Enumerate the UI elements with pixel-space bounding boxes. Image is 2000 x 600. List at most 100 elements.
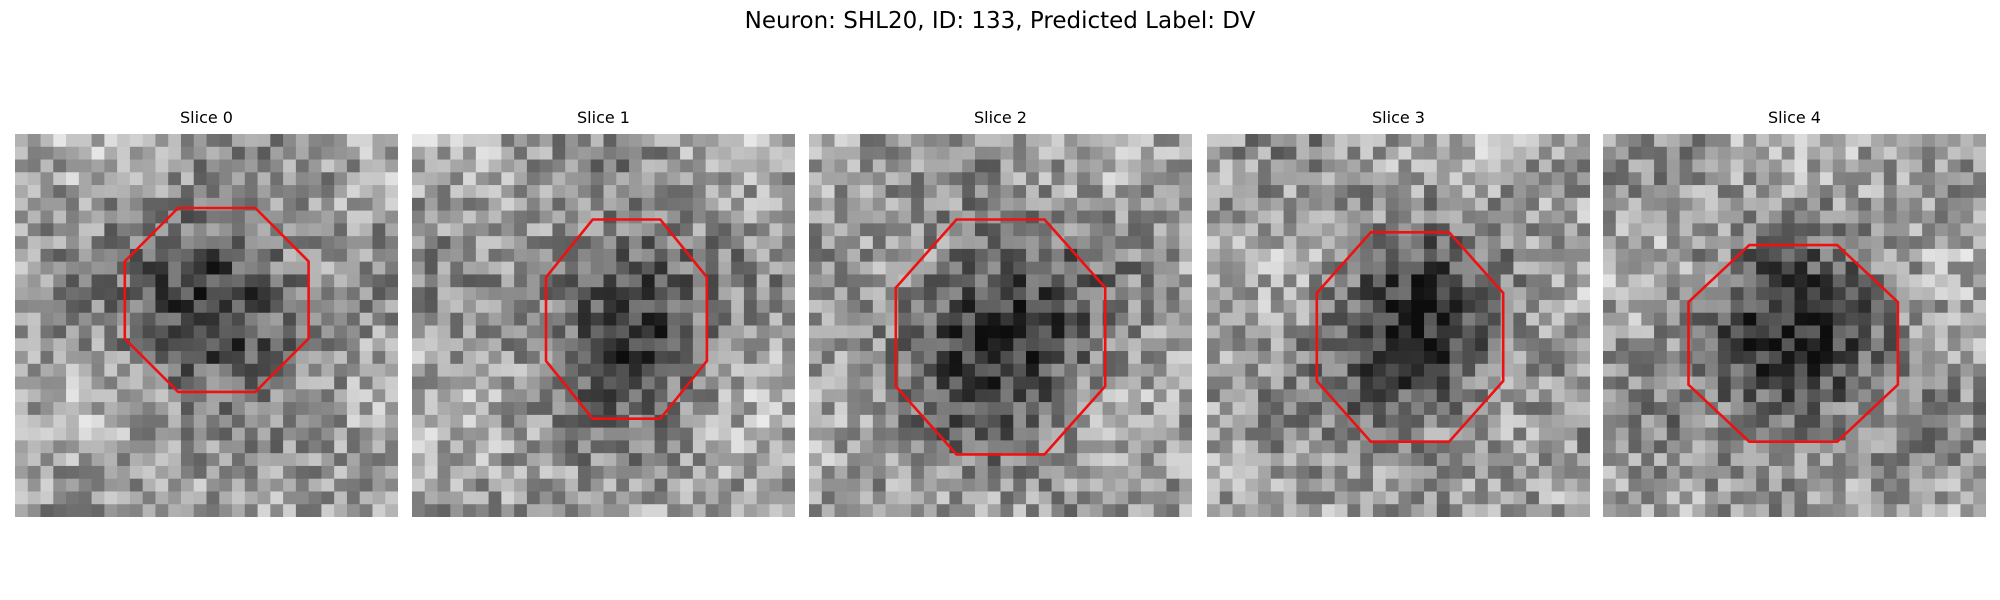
pixel: [885, 236, 899, 250]
pixel: [1487, 338, 1502, 352]
pixel: [1385, 491, 1399, 505]
pixel: [501, 504, 515, 517]
pixel: [1909, 351, 1923, 365]
pixel: [437, 491, 451, 505]
pixel: [1526, 185, 1540, 199]
pixel: [616, 261, 630, 275]
pixel: [424, 325, 439, 339]
pixel: [1883, 363, 1898, 378]
pixel: [193, 185, 207, 199]
pixel: [974, 478, 989, 492]
pixel: [66, 427, 80, 441]
pixel: [1603, 376, 1617, 390]
pixel: [641, 325, 656, 339]
pixel: [1526, 312, 1540, 326]
pixel: [129, 236, 144, 250]
pixel: [206, 325, 220, 339]
pixel: [667, 427, 681, 441]
pixel: [616, 414, 630, 429]
pixel: [180, 261, 195, 275]
pixel: [1768, 248, 1783, 263]
pixel: [1883, 402, 1898, 416]
pixel: [1207, 210, 1221, 224]
pixel: [1960, 312, 1974, 326]
pixel: [1717, 312, 1732, 326]
pixel: [1013, 414, 1027, 429]
pixel: [1179, 440, 1192, 454]
pixel: [463, 504, 477, 517]
pixel: [1641, 440, 1655, 454]
pixel: [437, 248, 451, 263]
pixel: [270, 236, 284, 250]
pixel: [53, 491, 67, 505]
pixel: [1487, 376, 1502, 390]
pixel: [129, 223, 144, 237]
pixel: [1089, 478, 1104, 492]
pixel: [1462, 312, 1476, 326]
pixel: [616, 325, 630, 339]
pixel: [705, 236, 719, 250]
pixel: [821, 223, 836, 237]
pixel: [1934, 376, 1949, 390]
pixel: [680, 261, 694, 275]
pixel: [565, 389, 579, 403]
pixel: [539, 389, 553, 403]
pixel: [1577, 197, 1590, 212]
pixel: [590, 389, 604, 403]
pixel: [692, 376, 707, 390]
pixel: [1934, 261, 1949, 275]
pixel: [168, 402, 182, 416]
pixel: [1717, 287, 1732, 301]
pixel: [1922, 236, 1936, 250]
pixel: [1179, 172, 1192, 186]
pixel: [769, 146, 783, 161]
pixel: [117, 338, 131, 352]
pixel: [1500, 465, 1514, 480]
pixel: [232, 134, 246, 148]
pixel: [641, 134, 656, 148]
pixel: [1207, 248, 1221, 263]
pixel: [1153, 440, 1167, 454]
pixel: [782, 299, 795, 314]
pixel: [552, 146, 566, 161]
pixel: [1896, 338, 1910, 352]
pixel: [501, 248, 515, 263]
pixel: [1153, 376, 1167, 390]
pixel: [66, 287, 80, 301]
pixel: [1424, 351, 1438, 365]
pixel: [692, 159, 707, 173]
pixel: [1424, 146, 1438, 161]
pixel: [590, 491, 604, 505]
pixel: [321, 185, 335, 199]
pixel: [1641, 504, 1655, 517]
pixel: [1166, 402, 1180, 416]
pixel: [1347, 453, 1361, 467]
pixel: [1628, 363, 1642, 378]
pixel: [911, 478, 925, 492]
pixel: [308, 389, 322, 403]
pixel: [514, 146, 528, 161]
pixel: [667, 146, 681, 161]
pixel: [769, 210, 783, 224]
pixel: [1858, 376, 1872, 390]
pixel: [1628, 351, 1642, 365]
pixel: [1820, 376, 1834, 390]
pixel: [244, 478, 259, 492]
pixel: [1207, 274, 1221, 288]
pixel: [1858, 312, 1872, 326]
pixel: [1089, 236, 1104, 250]
pixel: [321, 478, 335, 492]
pixel: [424, 376, 439, 390]
pixel: [334, 261, 348, 275]
pixel: [1385, 338, 1399, 352]
pixel: [91, 312, 105, 326]
pixel: [1692, 414, 1706, 429]
pixel: [1871, 197, 1885, 212]
pixel: [1641, 427, 1655, 441]
pixel: [629, 414, 643, 429]
pixel: [270, 287, 284, 301]
pixel: [1513, 312, 1527, 326]
pixel: [962, 185, 976, 199]
pixel: [641, 427, 656, 441]
pixel: [1436, 389, 1451, 403]
